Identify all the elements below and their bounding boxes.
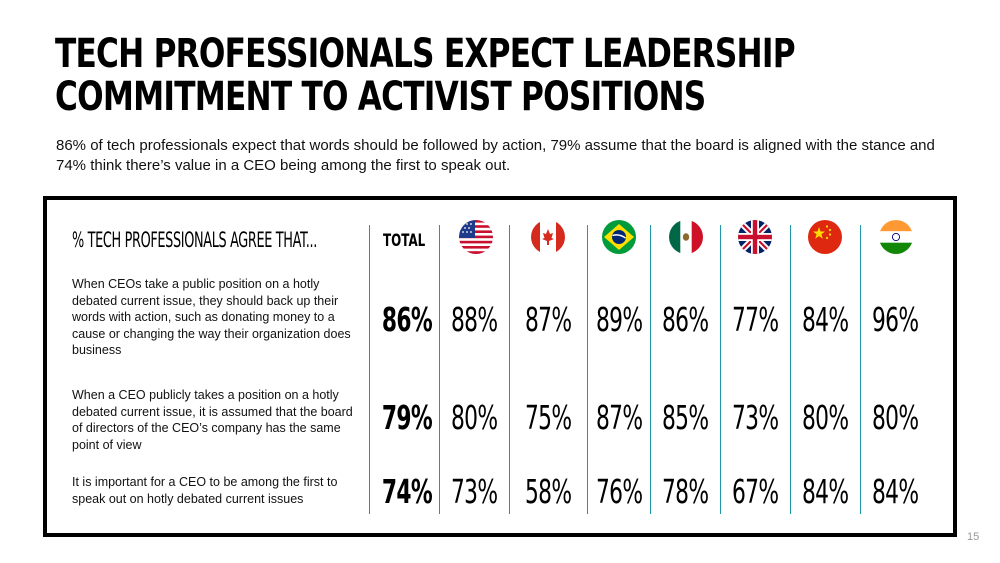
page-subtitle: 86% of tech professionals expect that wo… (56, 137, 935, 174)
india-value: 80% (871, 398, 919, 437)
brazil-value: 76% (595, 472, 643, 511)
total-value: 74% (381, 472, 433, 511)
total-column-header: TOTAL (382, 231, 426, 251)
brazil-value: 89% (595, 300, 643, 339)
table-header-label: % TECH PROFESSIONALS AGREE THAT... (72, 228, 318, 252)
canada-flag-icon (531, 220, 565, 254)
canada-value: 75% (524, 398, 572, 437)
column-divider (720, 225, 721, 514)
column-divider (860, 225, 861, 514)
brazil-flag-icon (602, 220, 636, 254)
us-value: 80% (450, 398, 498, 437)
canada-value: 87% (524, 300, 572, 339)
row-statement: When a CEO publicly takes a position on … (72, 388, 353, 452)
mexico-value: 86% (661, 300, 709, 339)
row-statement: It is important for a CEO to be among th… (72, 475, 338, 506)
us-value: 88% (450, 300, 498, 339)
total-value: 79% (381, 398, 433, 437)
china-value: 84% (801, 300, 849, 339)
india-value: 84% (871, 472, 919, 511)
china-flag-icon (808, 220, 842, 254)
mexico-value: 78% (661, 472, 709, 511)
china-value: 80% (801, 398, 849, 437)
china-value: 84% (801, 472, 849, 511)
survey-table: % TECH PROFESSIONALS AGREE THAT... TOTAL (43, 196, 957, 537)
row-statement: When CEOs take a public position on a ho… (72, 277, 351, 357)
page-title: TECH PROFESSIONALS EXPECT LEADERSHIP COM… (55, 31, 796, 120)
us-value: 73% (450, 472, 498, 511)
column-divider (439, 225, 440, 514)
column-divider (369, 225, 370, 514)
mexico-flag-icon (669, 220, 703, 254)
mexico-value: 85% (661, 398, 709, 437)
brazil-value: 87% (595, 398, 643, 437)
column-divider (509, 225, 510, 514)
column-divider (650, 225, 651, 514)
uk-flag-icon (738, 220, 772, 254)
us-flag-icon (459, 220, 493, 254)
uk-value: 77% (731, 300, 779, 339)
column-divider (790, 225, 791, 514)
uk-value: 73% (731, 398, 779, 437)
india-flag-icon (879, 220, 913, 254)
total-value: 86% (381, 300, 433, 339)
column-divider (587, 225, 588, 514)
uk-value: 67% (731, 472, 779, 511)
page-number: 15 (967, 531, 980, 543)
india-value: 96% (871, 300, 919, 339)
canada-value: 58% (524, 472, 572, 511)
